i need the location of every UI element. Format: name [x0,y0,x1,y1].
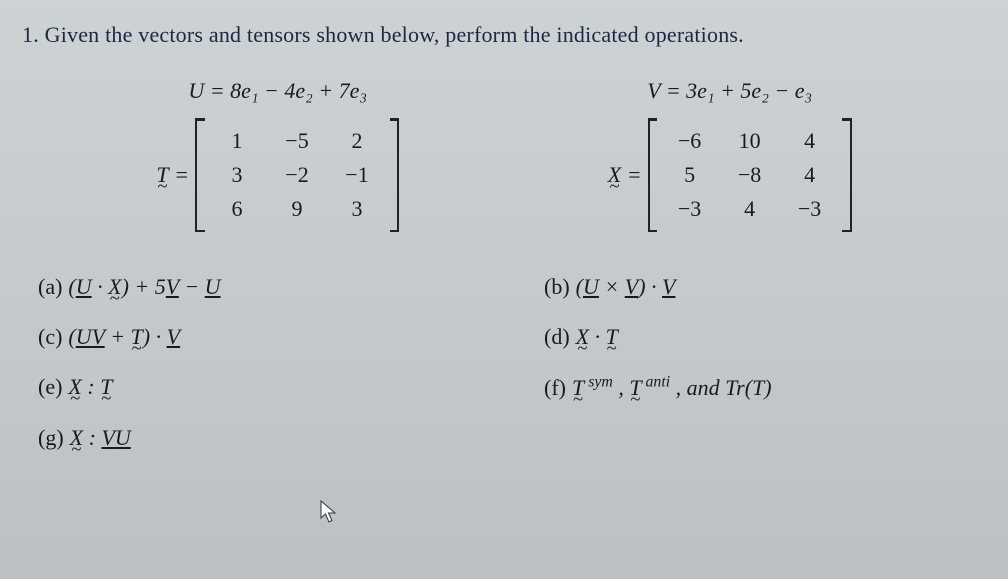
t-lhs: T [156,162,168,188]
x-32: 4 [720,192,780,226]
part-f-expr: T sym , T anti , and Tr(T) [572,375,772,400]
x-21: 5 [660,158,720,192]
t-matrix: 1−52 3−2−1 693 [195,118,399,232]
part-b-label: (b) [544,274,570,299]
part-a-label: (a) [38,274,62,299]
question-text: 1. Given the vectors and tensors shown b… [22,22,986,48]
part-e-expr: X : T [68,374,112,399]
x-31: −3 [660,192,720,226]
t-33: 3 [327,192,387,226]
part-d-expr: X · T [576,324,618,349]
x-11: −6 [660,124,720,158]
x-13: 4 [780,124,840,158]
part-a-expr: (U · X) + 5V − U [68,274,220,299]
part-a: (a)(U · X) + 5V − U [38,274,464,300]
t-31: 6 [207,192,267,226]
part-c-expr: (UV + T) · V [68,324,180,349]
part-c-label: (c) [38,324,62,349]
x-23: 4 [780,158,840,192]
t-11: 1 [207,124,267,158]
t-23: −1 [327,158,387,192]
u-rhs: 8e₁ − 4e₂ + 7e₃ [230,78,367,103]
x-lhs: X [608,162,621,188]
part-b-expr: (U × V) · V [576,274,676,299]
part-e-label: (e) [38,374,62,399]
t-12: −5 [267,124,327,158]
part-d: (d)X · T [544,324,970,350]
t-13: 2 [327,124,387,158]
x-33: −3 [780,192,840,226]
u-lhs: U [188,78,204,103]
vector-u: U = 8e₁ − 4e₂ + 7e₃ [188,78,367,104]
tensor-x: X = −6104 5−84 −34−3 [608,118,852,232]
problem-page: { "question": "1. Given the vectors and … [0,0,1008,579]
left-col: U = 8e₁ − 4e₂ + 7e₃ T = 1−52 3−2−1 693 [156,78,399,232]
t-22: −2 [267,158,327,192]
x-matrix: −6104 5−84 −34−3 [648,118,852,232]
part-b: (b)(U × V) · V [544,274,970,300]
x-12: 10 [720,124,780,158]
parts-grid: (a)(U · X) + 5V − U (b)(U × V) · V (c)(U… [38,274,970,451]
cursor-icon [320,500,338,524]
t-32: 9 [267,192,327,226]
part-g-label: (g) [38,425,64,450]
part-g-expr: X : VU [70,425,131,450]
part-d-label: (d) [544,324,570,349]
definitions-row: U = 8e₁ − 4e₂ + 7e₃ T = 1−52 3−2−1 693 V… [52,78,956,232]
part-c: (c)(UV + T) · V [38,324,464,350]
v-rhs: 3e₁ + 5e₂ − e₃ [686,78,812,103]
v-lhs: V [647,78,660,103]
part-g: (g)X : VU [38,425,464,451]
right-col: V = 3e₁ + 5e₂ − e₃ X = −6104 5−84 −34−3 [608,78,852,232]
vector-v: V = 3e₁ + 5e₂ − e₃ [647,78,812,104]
part-f-label: (f) [544,375,566,400]
x-22: −8 [720,158,780,192]
tensor-t: T = 1−52 3−2−1 693 [156,118,399,232]
part-e: (e)X : T [38,374,464,401]
t-21: 3 [207,158,267,192]
part-f: (f) T sym , T anti , and Tr(T) [544,374,970,401]
